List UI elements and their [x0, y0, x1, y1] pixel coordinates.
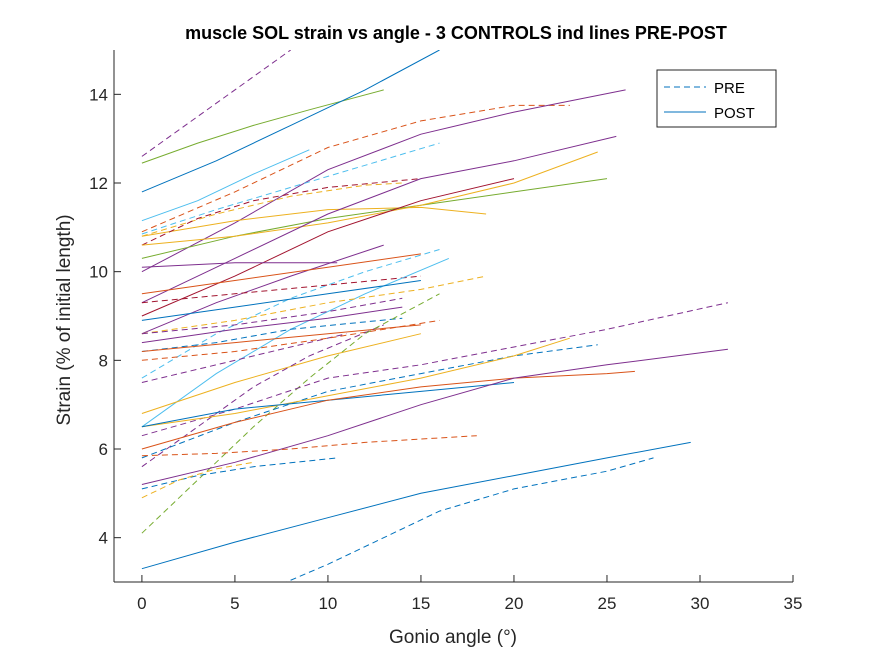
x-tick-label: 25	[598, 594, 617, 613]
y-tick-label: 8	[99, 351, 108, 370]
x-axis-label: Gonio angle (°)	[389, 627, 517, 648]
x-tick-label: 0	[137, 594, 146, 613]
y-tick-label: 6	[99, 440, 108, 459]
x-tick-label: 30	[691, 594, 710, 613]
legend: PRE POST	[657, 70, 776, 127]
y-tick-label: 4	[99, 529, 108, 548]
x-tick-label: 5	[230, 594, 239, 613]
x-tick-label: 10	[318, 594, 337, 613]
legend-pre-label: PRE	[714, 80, 745, 97]
x-tick-label: 15	[411, 594, 430, 613]
legend-post-label: POST	[714, 105, 755, 122]
y-axis-label: Strain (% of initial length)	[54, 214, 75, 425]
x-tick-label: 35	[784, 594, 803, 613]
y-tick-label: 10	[89, 263, 108, 282]
x-tick-label: 20	[504, 594, 523, 613]
chart-title: muscle SOL strain vs angle - 3 CONTROLS …	[185, 23, 727, 43]
y-tick-label: 14	[89, 85, 108, 104]
y-tick-label: 12	[89, 174, 108, 193]
